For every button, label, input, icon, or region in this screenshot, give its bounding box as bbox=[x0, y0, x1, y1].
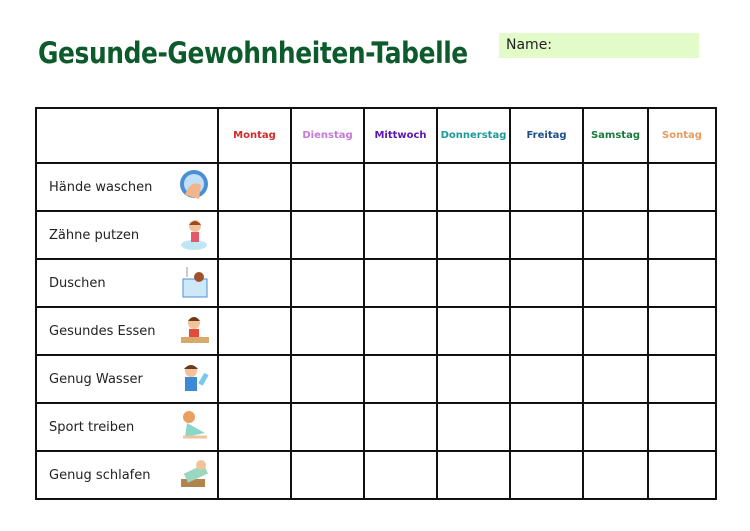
check-cell-donnerstag[interactable] bbox=[436, 450, 511, 500]
check-cell-samstag[interactable] bbox=[582, 258, 649, 308]
check-cell-montag[interactable] bbox=[217, 450, 292, 500]
habit-cell: Zähne putzen bbox=[35, 210, 219, 260]
check-cell-freitag[interactable] bbox=[509, 162, 584, 212]
check-cell-sontag[interactable] bbox=[647, 450, 717, 500]
check-cell-montag[interactable] bbox=[217, 258, 292, 308]
check-cell-dienstag[interactable] bbox=[290, 354, 365, 404]
check-cell-donnerstag[interactable] bbox=[436, 210, 511, 260]
name-label: Name: bbox=[506, 37, 553, 53]
habit-cell: Genug schlafen bbox=[35, 450, 219, 500]
check-cell-dienstag[interactable] bbox=[290, 402, 365, 452]
check-cell-samstag[interactable] bbox=[582, 306, 649, 356]
habit-label: Hände waschen bbox=[49, 179, 153, 195]
check-cell-sontag[interactable] bbox=[647, 162, 717, 212]
day-header-freitag: Freitag bbox=[509, 107, 584, 164]
habit-label: Duschen bbox=[49, 275, 106, 291]
check-cell-freitag[interactable] bbox=[509, 258, 584, 308]
check-cell-samstag[interactable] bbox=[582, 162, 649, 212]
check-cell-sontag[interactable] bbox=[647, 258, 717, 308]
check-cell-dienstag[interactable] bbox=[290, 306, 365, 356]
habit-cell: Sport treiben bbox=[35, 402, 219, 452]
table-row: Genug schlafen bbox=[35, 450, 717, 500]
check-cell-sontag[interactable] bbox=[647, 210, 717, 260]
check-cell-mittwoch[interactable] bbox=[363, 450, 438, 500]
check-cell-mittwoch[interactable] bbox=[363, 162, 438, 212]
name-field[interactable]: Name: bbox=[499, 33, 699, 58]
check-cell-dienstag[interactable] bbox=[290, 450, 365, 500]
habit-cell: Hände waschen bbox=[35, 162, 219, 212]
check-cell-donnerstag[interactable] bbox=[436, 162, 511, 212]
habit-label: Genug Wasser bbox=[49, 371, 143, 387]
check-cell-freitag[interactable] bbox=[509, 402, 584, 452]
table-row: Genug Wasser bbox=[35, 354, 717, 404]
check-cell-dienstag[interactable] bbox=[290, 162, 365, 212]
habit-label: Zähne putzen bbox=[49, 227, 140, 243]
check-cell-montag[interactable] bbox=[217, 162, 292, 212]
check-cell-mittwoch[interactable] bbox=[363, 402, 438, 452]
table-row: Gesundes Essen bbox=[35, 306, 717, 356]
shower-icon bbox=[182, 267, 208, 298]
exercise-icon bbox=[183, 411, 207, 439]
check-cell-montag[interactable] bbox=[217, 306, 292, 356]
check-cell-freitag[interactable] bbox=[509, 354, 584, 404]
check-cell-donnerstag[interactable] bbox=[436, 306, 511, 356]
check-cell-samstag[interactable] bbox=[582, 210, 649, 260]
corner-cell bbox=[35, 107, 219, 164]
check-cell-samstag[interactable] bbox=[582, 450, 649, 500]
check-cell-samstag[interactable] bbox=[582, 402, 649, 452]
check-cell-samstag[interactable] bbox=[582, 354, 649, 404]
healthy-eating-icon bbox=[181, 317, 209, 343]
check-cell-dienstag[interactable] bbox=[290, 210, 365, 260]
table-row: Hände waschen bbox=[35, 162, 717, 212]
table-row: Duschen bbox=[35, 258, 717, 308]
day-header-samstag: Samstag bbox=[582, 107, 649, 164]
habit-table: Montag Dienstag Mittwoch Donnerstag Freitag S… bbox=[35, 107, 717, 500]
day-header-donnerstag: Donnerstag bbox=[436, 107, 511, 164]
tooth-brushing-icon bbox=[181, 220, 207, 250]
table-row: Zähne putzen bbox=[35, 210, 717, 260]
day-header-mittwoch: Mittwoch bbox=[363, 107, 438, 164]
check-cell-sontag[interactable] bbox=[647, 306, 717, 356]
check-cell-montag[interactable] bbox=[217, 354, 292, 404]
check-cell-dienstag[interactable] bbox=[290, 258, 365, 308]
check-cell-mittwoch[interactable] bbox=[363, 210, 438, 260]
check-cell-donnerstag[interactable] bbox=[436, 258, 511, 308]
day-header-montag: Montag bbox=[217, 107, 292, 164]
check-cell-donnerstag[interactable] bbox=[436, 354, 511, 404]
day-header-dienstag: Dienstag bbox=[290, 107, 365, 164]
check-cell-mittwoch[interactable] bbox=[363, 258, 438, 308]
check-cell-montag[interactable] bbox=[217, 402, 292, 452]
check-cell-sontag[interactable] bbox=[647, 354, 717, 404]
habit-label: Sport treiben bbox=[49, 419, 135, 435]
hand-washing-icon bbox=[180, 170, 208, 199]
habit-label: Genug schlafen bbox=[49, 467, 151, 483]
check-cell-mittwoch[interactable] bbox=[363, 306, 438, 356]
drinking-water-icon bbox=[184, 365, 209, 391]
check-cell-freitag[interactable] bbox=[509, 450, 584, 500]
sleeping-icon bbox=[181, 460, 208, 487]
check-cell-freitag[interactable] bbox=[509, 210, 584, 260]
page-title: Gesunde-Gewohnheiten-Tabelle bbox=[38, 36, 468, 70]
check-cell-sontag[interactable] bbox=[647, 402, 717, 452]
habit-cell: Duschen bbox=[35, 258, 219, 308]
check-cell-freitag[interactable] bbox=[509, 306, 584, 356]
habit-cell: Gesundes Essen bbox=[35, 306, 219, 356]
check-cell-mittwoch[interactable] bbox=[363, 354, 438, 404]
check-cell-donnerstag[interactable] bbox=[436, 402, 511, 452]
table-row: Sport treiben bbox=[35, 402, 717, 452]
habit-cell: Genug Wasser bbox=[35, 354, 219, 404]
check-cell-montag[interactable] bbox=[217, 210, 292, 260]
day-header-sontag: Sontag bbox=[647, 107, 717, 164]
habit-label: Gesundes Essen bbox=[49, 323, 156, 339]
